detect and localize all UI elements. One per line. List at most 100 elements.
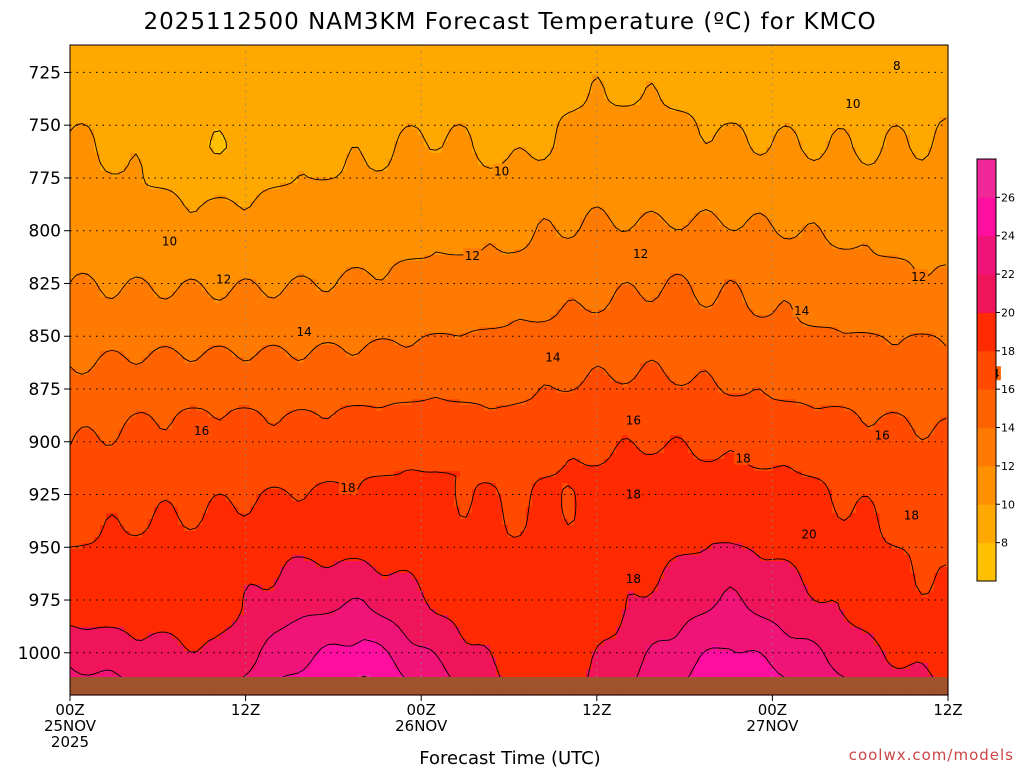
heat-cell bbox=[388, 123, 395, 130]
heat-cell bbox=[154, 225, 161, 232]
heat-cell bbox=[544, 171, 551, 178]
heat-cell bbox=[196, 105, 203, 112]
heat-cell bbox=[532, 231, 539, 238]
heat-cell bbox=[736, 69, 743, 76]
heat-cell bbox=[874, 207, 881, 214]
heat-cell bbox=[664, 117, 671, 124]
heat-cell bbox=[790, 105, 797, 112]
heat-cell bbox=[532, 189, 539, 196]
heat-cell bbox=[118, 219, 125, 226]
heat-cell bbox=[328, 135, 335, 142]
heat-cell bbox=[784, 213, 791, 220]
heat-cell bbox=[712, 147, 719, 154]
heat-cell bbox=[448, 93, 455, 100]
heat-cell bbox=[268, 219, 275, 226]
heat-cell bbox=[418, 219, 425, 226]
heat-cell bbox=[88, 225, 95, 232]
heat-cell bbox=[226, 129, 233, 136]
heat-cell bbox=[436, 147, 443, 154]
heat-cell bbox=[232, 171, 239, 178]
heat-cell bbox=[574, 183, 581, 190]
heat-cell bbox=[190, 147, 197, 154]
heat-cell bbox=[178, 45, 185, 52]
heat-cell bbox=[580, 69, 587, 76]
heat-cell bbox=[532, 141, 539, 148]
heat-cell bbox=[346, 63, 353, 70]
heat-cell bbox=[412, 153, 419, 160]
heat-cell bbox=[928, 219, 935, 226]
heat-cell bbox=[544, 231, 551, 238]
heat-cell bbox=[490, 219, 497, 226]
heat-cell bbox=[118, 63, 125, 70]
heat-cell bbox=[868, 45, 875, 52]
heat-cell bbox=[172, 213, 179, 220]
heat-cell bbox=[202, 129, 209, 136]
heat-cell bbox=[526, 129, 533, 136]
heat-cell bbox=[466, 75, 473, 82]
heat-cell bbox=[598, 87, 605, 94]
heat-cell bbox=[412, 123, 419, 130]
heat-cell bbox=[358, 105, 365, 112]
heat-cell bbox=[418, 183, 425, 190]
heat-cell bbox=[772, 129, 779, 136]
heat-cell bbox=[946, 189, 949, 196]
heat-cell bbox=[142, 117, 149, 124]
heat-cell bbox=[838, 147, 845, 154]
heat-cell bbox=[298, 231, 305, 238]
heat-cell bbox=[454, 81, 461, 88]
heat-cell bbox=[946, 123, 949, 130]
heat-cell bbox=[748, 123, 755, 130]
heat-cell bbox=[358, 75, 365, 82]
heat-cell bbox=[226, 153, 233, 160]
heat-cell bbox=[724, 57, 731, 64]
heat-cell bbox=[724, 123, 731, 130]
heat-cell bbox=[136, 105, 143, 112]
heat-cell bbox=[604, 147, 611, 154]
heat-cell bbox=[526, 135, 533, 142]
heat-cell bbox=[688, 81, 695, 88]
heat-cell bbox=[730, 153, 737, 160]
heat-cell bbox=[862, 63, 869, 70]
heat-cell bbox=[640, 213, 647, 220]
heat-cell bbox=[388, 231, 395, 238]
heat-cell bbox=[868, 105, 875, 112]
heat-cell bbox=[208, 189, 215, 196]
heat-cell bbox=[142, 141, 149, 148]
heat-cell bbox=[340, 231, 347, 238]
heat-cell bbox=[748, 69, 755, 76]
heat-cell bbox=[70, 117, 77, 124]
heat-cell bbox=[244, 93, 251, 100]
heat-cell bbox=[142, 51, 149, 58]
heat-cell bbox=[934, 183, 941, 190]
heat-cell bbox=[496, 237, 503, 244]
heat-cell bbox=[364, 111, 371, 118]
heat-cell bbox=[790, 123, 797, 130]
heat-cell bbox=[694, 99, 701, 106]
heat-cell bbox=[670, 69, 677, 76]
heat-cell bbox=[340, 219, 347, 226]
heat-cell bbox=[880, 105, 887, 112]
heat-cell bbox=[346, 171, 353, 178]
heat-cell bbox=[688, 93, 695, 100]
heat-cell bbox=[316, 141, 323, 148]
heat-cell bbox=[304, 69, 311, 76]
heat-cell bbox=[892, 201, 899, 208]
heat-cell bbox=[364, 189, 371, 196]
heat-cell bbox=[526, 183, 533, 190]
heat-cell bbox=[208, 87, 215, 94]
heat-cell bbox=[586, 225, 593, 232]
heat-cell bbox=[766, 75, 773, 82]
heat-cell bbox=[244, 201, 251, 208]
heat-cell bbox=[412, 165, 419, 172]
heat-cell bbox=[100, 75, 107, 82]
heat-cell bbox=[922, 63, 929, 70]
heat-cell bbox=[730, 99, 737, 106]
heat-cell bbox=[136, 93, 143, 100]
heat-cell bbox=[790, 51, 797, 58]
heat-cell bbox=[430, 45, 437, 52]
heat-cell bbox=[160, 177, 167, 184]
heat-cell bbox=[136, 189, 143, 196]
heat-cell bbox=[286, 195, 293, 202]
heat-cell bbox=[556, 93, 563, 100]
heat-cell bbox=[82, 45, 89, 52]
